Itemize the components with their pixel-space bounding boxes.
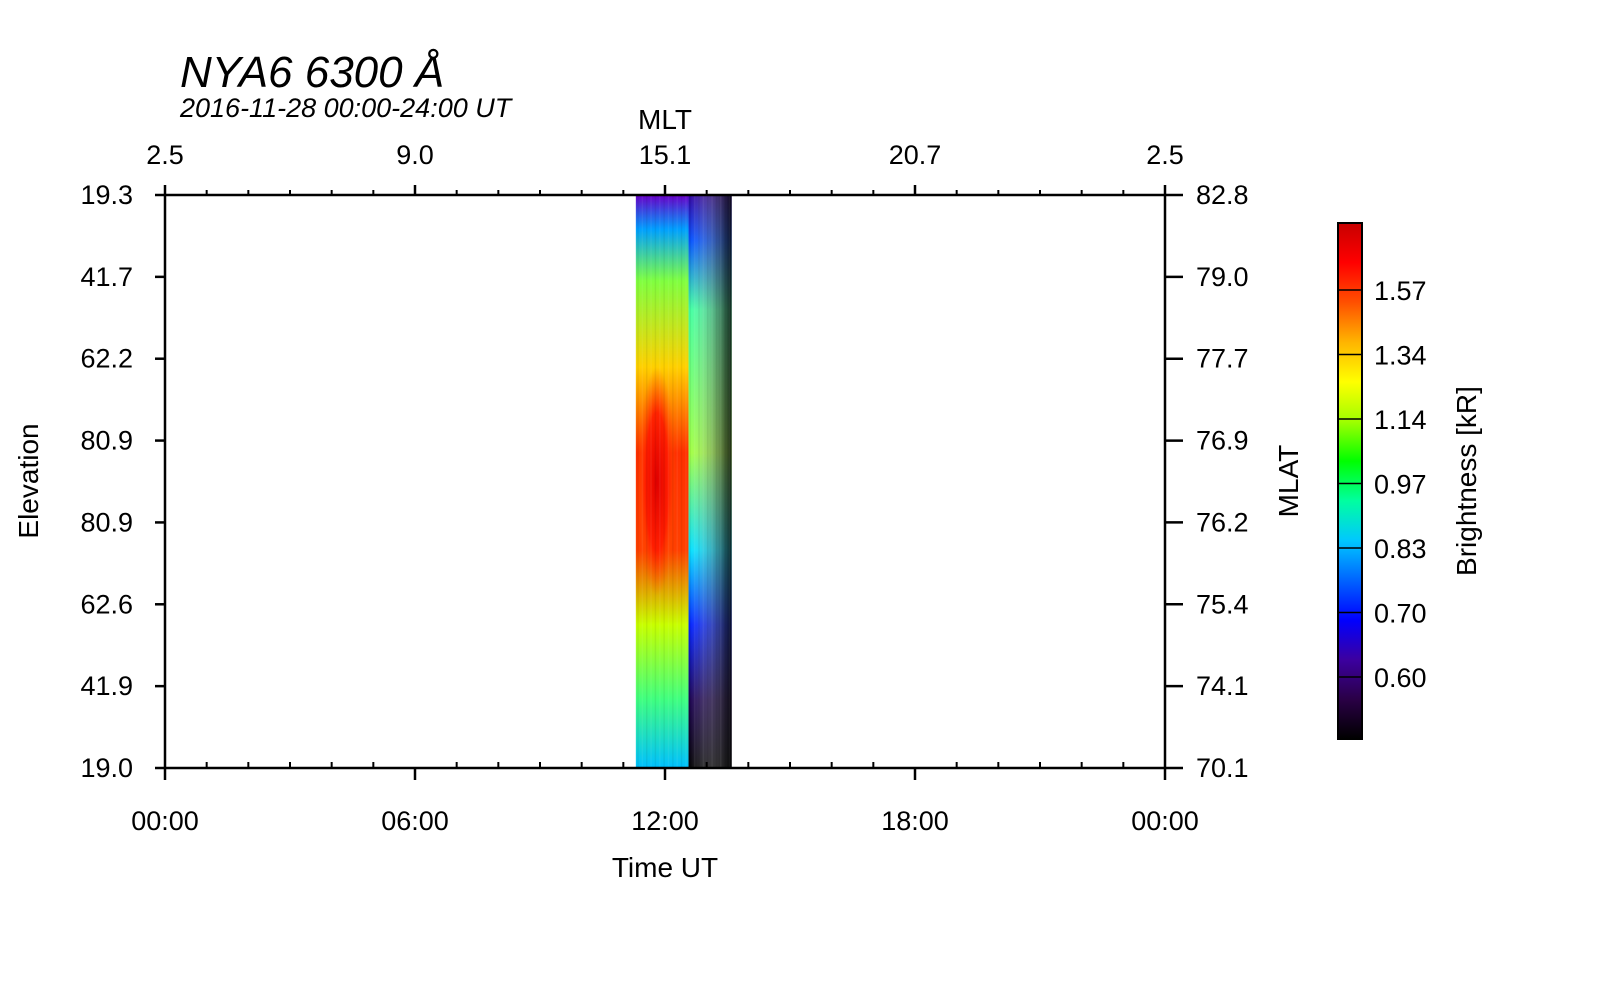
right-tick-label: 82.8 xyxy=(1196,180,1249,210)
x-axis-label: Time UT xyxy=(612,852,718,883)
colorbar-tick-label: 1.34 xyxy=(1374,341,1427,371)
y-tick-label: 19.0 xyxy=(80,753,133,783)
x-tick-label: 00:00 xyxy=(131,806,199,836)
y-axis-label: Elevation xyxy=(13,423,44,538)
colorbar-label: Brightness [kR] xyxy=(1451,386,1482,576)
colorbar-tick-label: 1.57 xyxy=(1374,276,1427,306)
right-tick-label: 77.7 xyxy=(1196,344,1249,374)
right-axis: 82.8 79.0 77.7 76.9 76.2 75.4 74.1 70.1 xyxy=(1165,180,1249,783)
right-tick-label: 76.9 xyxy=(1196,426,1249,456)
chart-subtitle: 2016-11-28 00:00-24:00 UT xyxy=(179,93,514,123)
top-axis-label: MLT xyxy=(638,104,692,135)
colorbar: 1.57 1.34 1.14 0.97 0.83 0.70 0.60 Brightness … xyxy=(1337,222,1482,740)
right-tick-label: 79.0 xyxy=(1196,262,1249,292)
keogram-image xyxy=(635,195,732,768)
right-tick-label: 70.1 xyxy=(1196,753,1249,783)
data-strip-core xyxy=(637,366,677,597)
top-tick-label: 20.7 xyxy=(889,140,942,170)
chart-title: NYA6 6300 Å xyxy=(180,48,444,97)
y-tick-label: 19.3 xyxy=(80,180,133,210)
colorbar-tick-label: 0.70 xyxy=(1374,599,1427,629)
y-tick-label: 80.9 xyxy=(80,507,133,537)
colorbar-tick-label: 0.60 xyxy=(1374,663,1427,693)
y-tick-label: 41.7 xyxy=(80,262,133,292)
x-tick-label: 06:00 xyxy=(381,806,449,836)
x-tick-label: 18:00 xyxy=(881,806,949,836)
top-axis: 2.5 9.0 15.1 20.7 2.5 xyxy=(146,140,1184,195)
x-tick-label: 12:00 xyxy=(631,806,699,836)
y-tick-label: 41.9 xyxy=(80,671,133,701)
right-axis-label: MLAT xyxy=(1273,445,1304,518)
colorbar-tick-label: 1.14 xyxy=(1374,405,1427,435)
x-tick-label: 00:00 xyxy=(1131,806,1199,836)
y-tick-label: 62.6 xyxy=(80,589,133,619)
top-tick-label: 15.1 xyxy=(639,140,692,170)
right-tick-label: 76.2 xyxy=(1196,507,1249,537)
colorbar-ticks: 1.57 1.34 1.14 0.97 0.83 0.70 0.60 xyxy=(1338,276,1427,693)
y-tick-label: 62.2 xyxy=(80,344,133,374)
top-tick-label: 2.5 xyxy=(146,140,184,170)
top-tick-label: 9.0 xyxy=(396,140,434,170)
top-tick-label: 2.5 xyxy=(1146,140,1184,170)
y-tick-label: 80.9 xyxy=(80,426,133,456)
right-tick-label: 75.4 xyxy=(1196,589,1249,619)
right-tick-label: 74.1 xyxy=(1196,671,1249,701)
colorbar-tick-label: 0.83 xyxy=(1374,534,1427,564)
left-axis: 19.3 41.7 62.2 80.9 80.9 62.6 41.9 19.0 xyxy=(80,180,165,783)
bottom-axis: 00:00 06:00 12:00 18:00 00:00 xyxy=(131,762,1199,836)
data-strip-streaks xyxy=(637,195,731,768)
colorbar-tick-label: 0.97 xyxy=(1374,470,1427,500)
colorbar-gradient xyxy=(1337,222,1363,740)
